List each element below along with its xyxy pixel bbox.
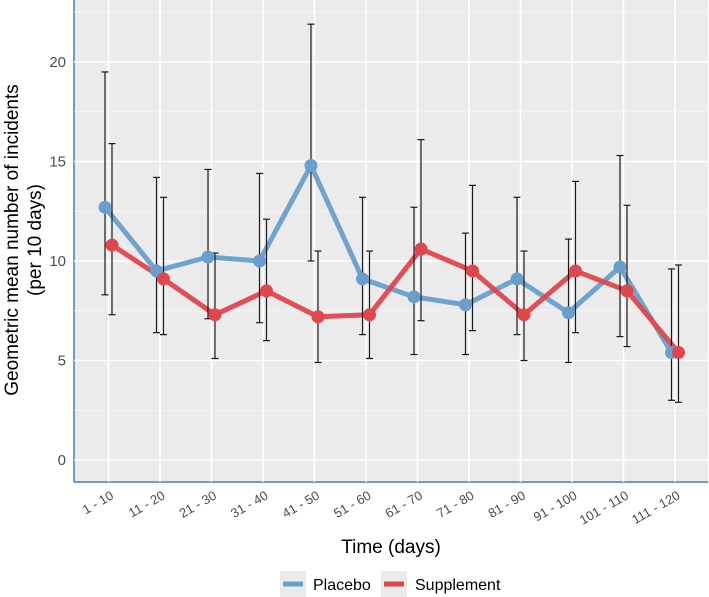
- error-bar-supplement: [520, 250, 528, 362]
- y-tick-label: 15: [49, 154, 66, 171]
- y-axis-title-line2: (per 10 days): [25, 184, 46, 296]
- error-bar-supplement: [623, 204, 631, 348]
- data-point-placebo: [356, 272, 369, 286]
- x-tick-label: 41 - 50: [279, 488, 322, 521]
- data-point-supplement: [105, 238, 119, 252]
- x-tick-label: 11 - 20: [126, 488, 168, 521]
- legend-label-placebo: Placebo: [313, 577, 371, 594]
- error-bar-placebo: [513, 196, 521, 336]
- legend-label-supplement: Supplement: [415, 577, 501, 594]
- data-point-supplement: [517, 308, 531, 322]
- x-tick-label: 81 - 90: [485, 488, 528, 521]
- x-tick-label: 21 - 30: [176, 488, 219, 521]
- y-tick-labels: 0 5 10 15 20: [49, 54, 66, 469]
- plot-panel: [74, 0, 708, 482]
- y-tick-label: 0: [58, 452, 66, 469]
- error-bar-supplement: [160, 196, 167, 336]
- x-tick-label: 91 - 100: [531, 488, 580, 525]
- data-point-supplement: [414, 242, 428, 256]
- data-point-supplement: [208, 308, 222, 322]
- data-point-placebo: [459, 298, 472, 312]
- error-bar-supplement: [572, 180, 579, 334]
- y-axis-title-line1: Geometric mean number of incidents: [2, 84, 23, 396]
- x-tick-label: 1 - 10: [80, 488, 116, 518]
- error-bar-placebo: [101, 71, 109, 296]
- error-bar-supplement: [417, 139, 425, 322]
- error-bar-placebo: [256, 172, 263, 324]
- error-bar-supplement: [469, 184, 476, 332]
- error-bar-supplement: [263, 218, 270, 342]
- data-point-placebo: [562, 306, 575, 320]
- y-tick-label: 5: [58, 353, 66, 370]
- data-point-placebo: [98, 200, 112, 214]
- x-tick-label: 111 - 120: [629, 488, 682, 527]
- x-tick-labels: 1 - 10 11 - 20 21 - 30 31 - 40 41 - 50 51 - 6…: [80, 488, 683, 528]
- data-point-placebo: [613, 260, 627, 274]
- data-point-placebo: [510, 272, 524, 286]
- error-bar-placebo: [462, 232, 469, 356]
- error-bar-placebo: [668, 268, 675, 401]
- error-bar-supplement: [108, 142, 116, 316]
- data-point-supplement: [466, 264, 479, 278]
- error-bar-supplement: [366, 250, 373, 360]
- data-point-placebo: [407, 290, 421, 304]
- data-point-supplement: [363, 308, 376, 322]
- data-point-supplement: [620, 284, 634, 298]
- error-bar-placebo: [410, 206, 418, 356]
- error-bar-supplement: [314, 250, 322, 364]
- x-tick-label: 31 - 40: [228, 488, 271, 521]
- error-bar-placebo: [359, 196, 366, 336]
- x-axis-title: Time (days): [341, 537, 441, 558]
- data-point-supplement: [569, 264, 582, 278]
- x-tick-label: 51 - 60: [331, 488, 374, 521]
- x-tick-label: 61 - 70: [382, 488, 425, 521]
- data-point-supplement: [157, 272, 170, 286]
- error-bar-placebo: [153, 176, 160, 334]
- x-tick-label: 71 - 80: [434, 488, 477, 521]
- error-bar-placebo: [307, 23, 315, 262]
- data-point-placebo: [304, 158, 318, 172]
- data-point-supplement: [311, 310, 325, 324]
- data-point-placebo: [253, 254, 266, 268]
- minor-gridlines: [74, 11, 708, 411]
- error-bar-placebo: [616, 154, 624, 338]
- legend: Placebo Supplement: [280, 571, 501, 597]
- error-bar-placebo: [565, 238, 572, 364]
- data-point-placebo: [201, 250, 215, 264]
- series-layer: [98, 23, 685, 403]
- y-tick-label: 10: [49, 253, 66, 270]
- y-tick-label: 20: [49, 54, 66, 71]
- data-point-supplement: [672, 346, 685, 360]
- error-bar-supplement: [675, 264, 682, 403]
- x-tick-label: 101 - 110: [577, 488, 631, 528]
- data-point-supplement: [260, 284, 273, 298]
- series-line-supplement: [109, 242, 681, 356]
